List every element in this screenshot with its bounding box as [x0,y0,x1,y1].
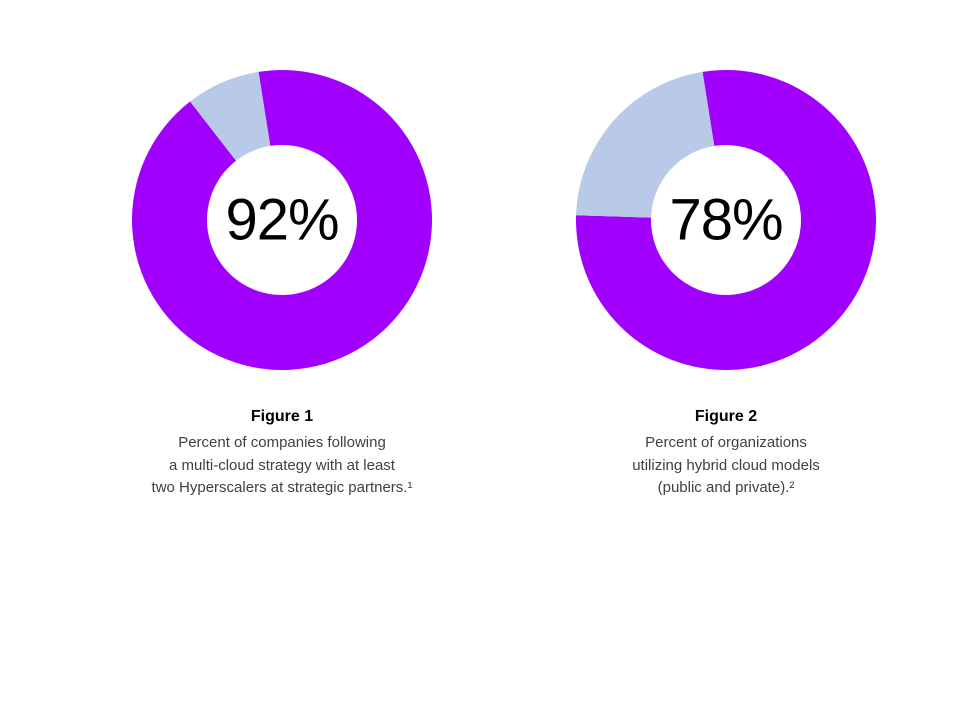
figure1-caption: Figure 1 Percent of companies following … [82,408,482,500]
figure2-caption-body: Percent of organizations utilizing hybri… [526,432,926,500]
figure1-block: 92% Figure 1 Percent of companies follow… [82,60,482,500]
infographic-stage: 92% Figure 1 Percent of companies follow… [0,0,963,720]
figure1-donut: 92% [122,60,442,380]
figure1-caption-body: Percent of companies following a multi-c… [82,432,482,500]
figure2-caption: Figure 2 Percent of organizations utiliz… [526,408,926,500]
figure2-block: 78% Figure 2 Percent of organizations ut… [526,60,926,500]
figure1-caption-title: Figure 1 [82,408,482,426]
figure1-center-label: 92% [122,187,442,254]
figure2-caption-title: Figure 2 [526,408,926,426]
figure2-center-label: 78% [566,187,886,254]
figure2-donut: 78% [566,60,886,380]
